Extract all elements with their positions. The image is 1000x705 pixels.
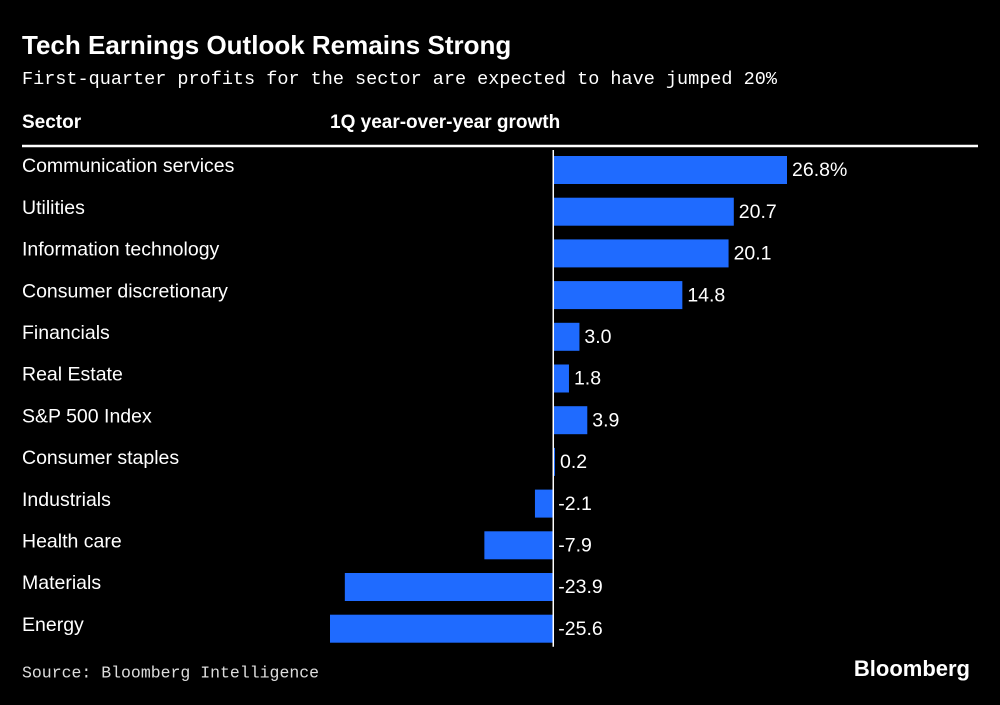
category-label: Consumer staples [22, 447, 179, 469]
value-label: -23.9 [558, 576, 602, 598]
bar [553, 406, 588, 435]
value-label: 14.8 [687, 284, 725, 306]
bar [344, 573, 554, 601]
brand: Bloomberg [854, 656, 970, 681]
value-label: -25.6 [558, 618, 602, 640]
category-label: Consumer discretionary [22, 280, 228, 302]
category-label: Industrials [22, 489, 111, 511]
source: Source: Bloomberg Intelligence [22, 663, 319, 682]
bar [553, 281, 683, 310]
bar [484, 531, 554, 560]
category-label: Energy [22, 614, 84, 636]
bar [553, 447, 556, 476]
value-label: 3.9 [592, 409, 619, 431]
category-label: Materials [22, 572, 101, 594]
category-label: Financials [22, 322, 110, 344]
bar [553, 239, 729, 268]
bar [534, 489, 554, 518]
bar [553, 156, 787, 184]
category-label: Information technology [22, 239, 220, 261]
bar [330, 614, 554, 643]
value-label: 0.2 [560, 451, 587, 473]
value-label: 1.8 [574, 368, 601, 390]
bar [553, 197, 734, 226]
value-label: 20.7 [739, 201, 777, 223]
chart-subtitle: First-quarter profits for the sector are… [22, 69, 778, 90]
category-label: Real Estate [22, 364, 123, 386]
category-label: Utilities [22, 197, 85, 219]
chart-title: Tech Earnings Outlook Remains Strong [22, 30, 511, 60]
category-header: Sector [22, 112, 82, 133]
value-header: 1Q year-over-year growth [330, 112, 560, 133]
category-label: S&P 500 Index [22, 405, 152, 427]
bar [553, 364, 569, 393]
value-label: 20.1 [734, 243, 772, 265]
value-label: -2.1 [558, 493, 592, 515]
value-label: 26.8% [792, 159, 847, 181]
bar [553, 322, 580, 351]
value-label: -7.9 [558, 534, 592, 556]
value-label: 3.0 [584, 326, 611, 348]
category-label: Health care [22, 530, 122, 552]
category-label: Communication services [22, 155, 235, 177]
